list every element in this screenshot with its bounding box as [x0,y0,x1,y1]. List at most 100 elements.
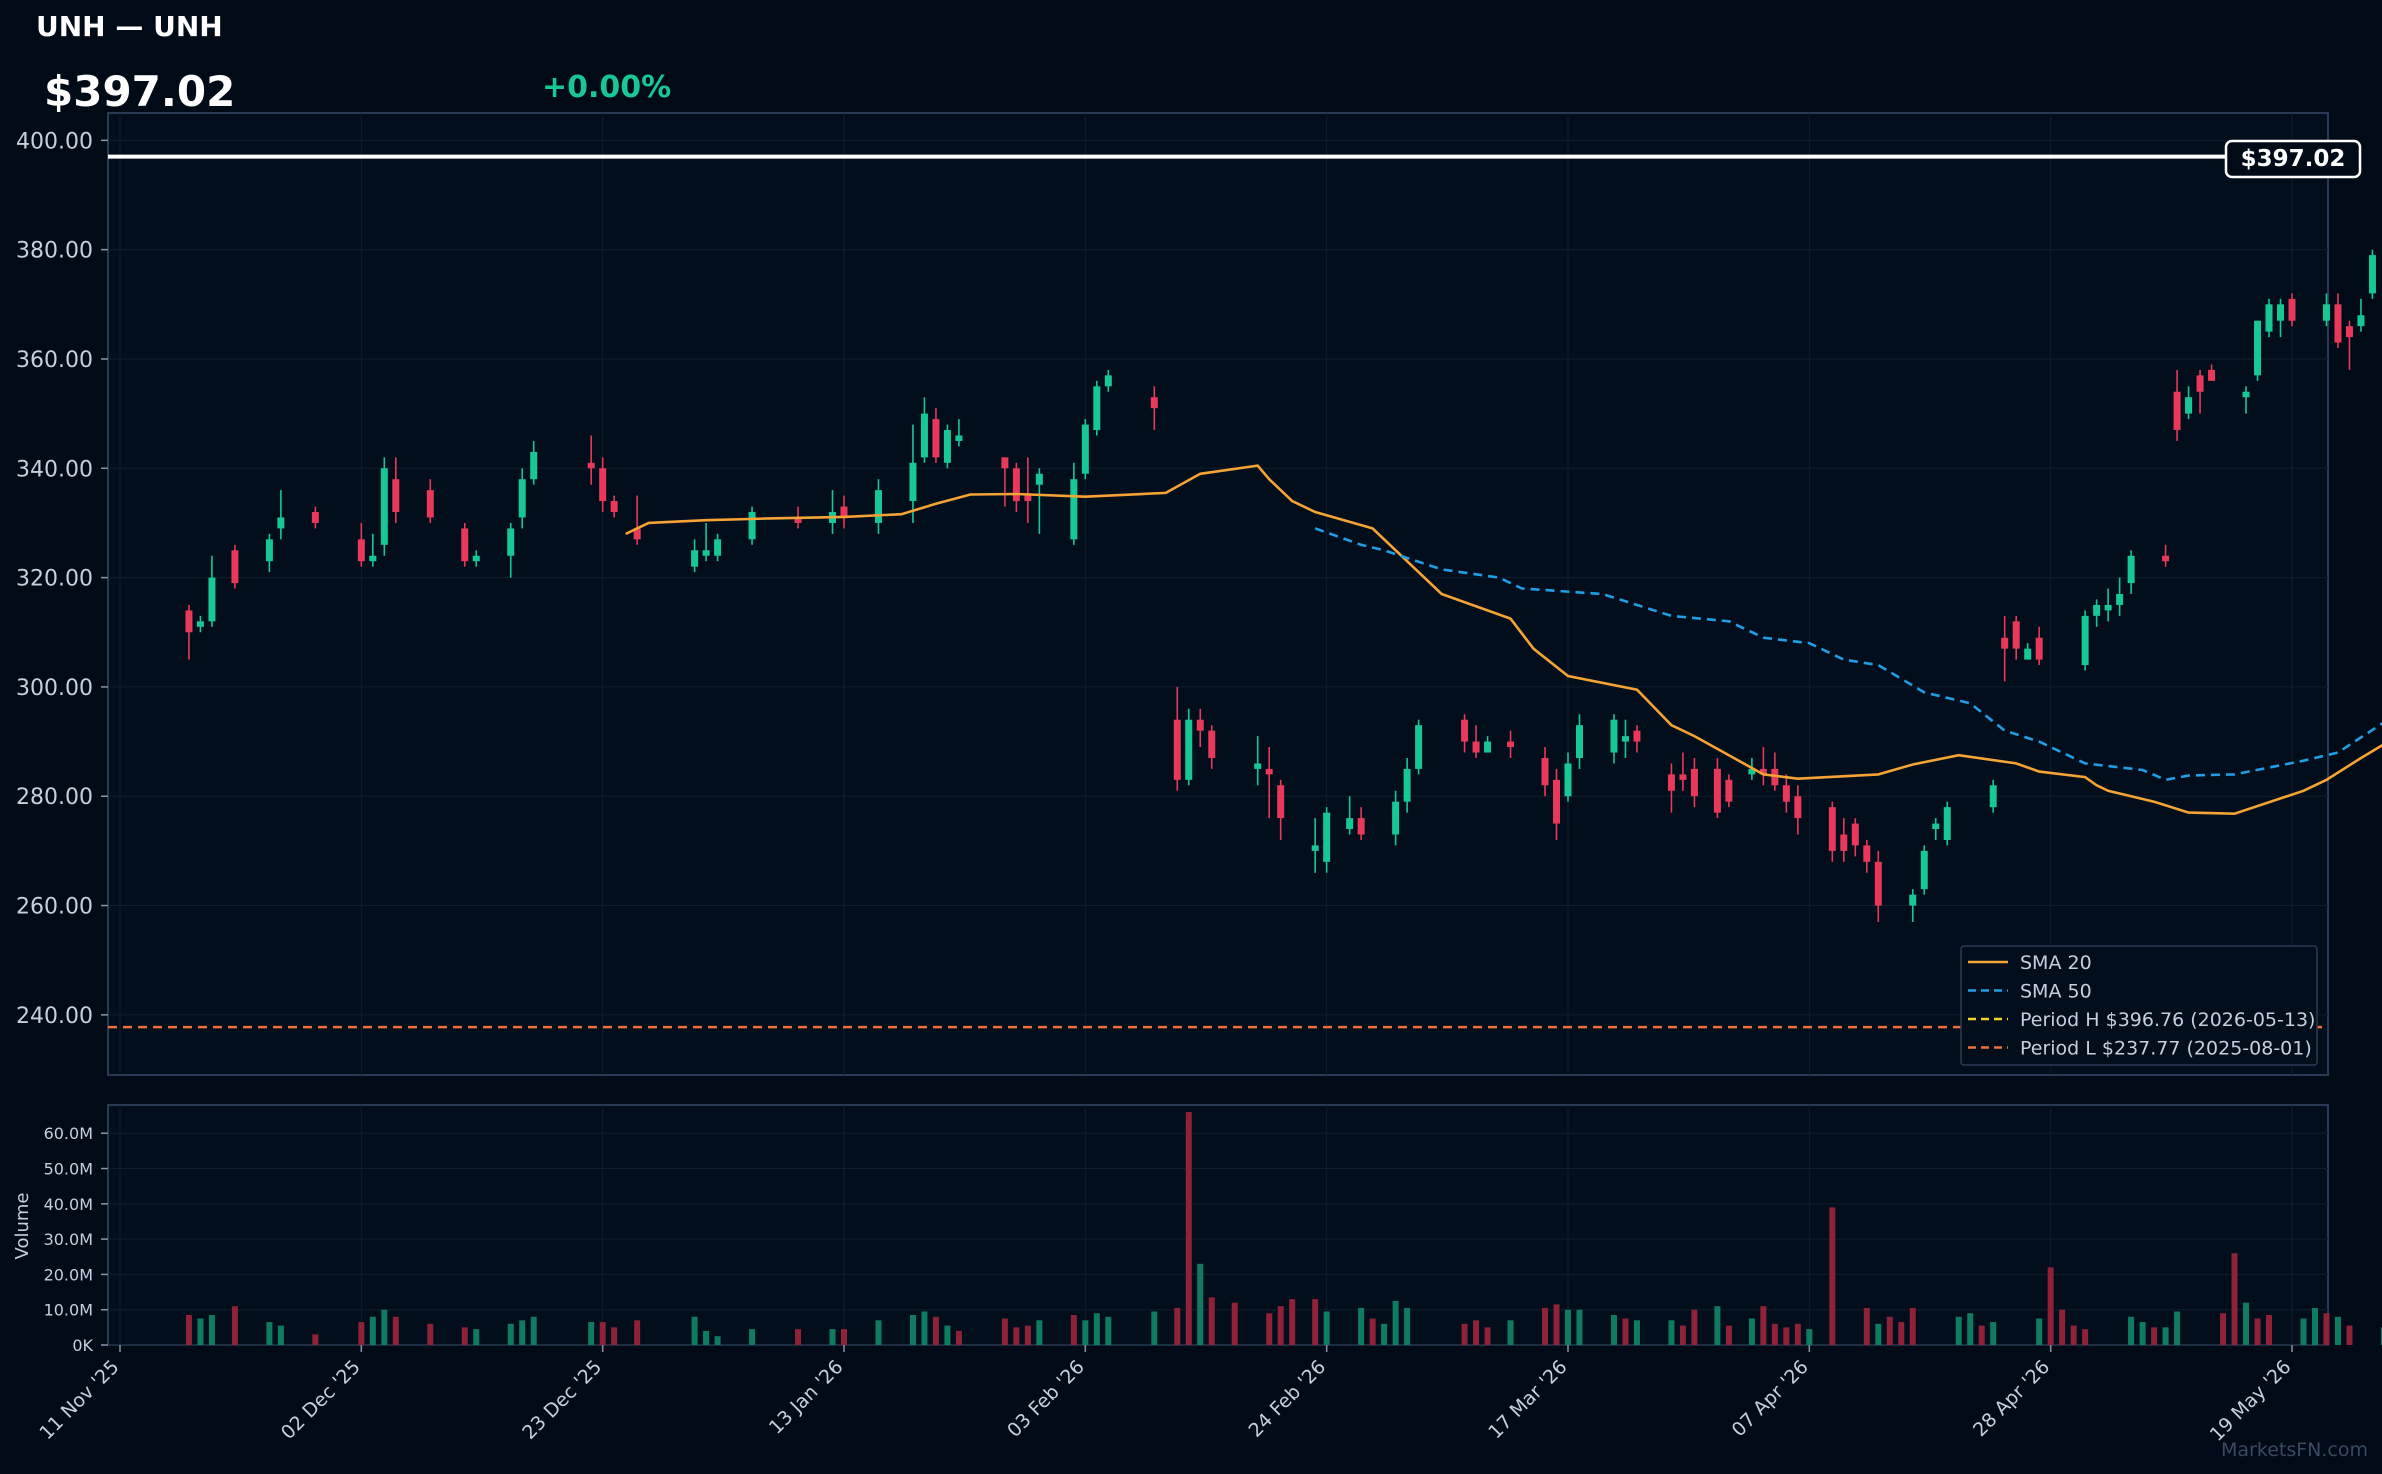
sma20-line [625,464,2382,816]
candle [1541,747,1549,797]
price-tag: $397.02 [2224,139,2362,179]
candle [1690,757,1698,808]
candle-body [610,501,618,513]
price-tag-label: $397.02 [2241,146,2346,172]
candle-body [1415,725,1423,769]
candle-body [1254,763,1262,769]
volume-bar [1875,1323,1882,1345]
candle-body [2162,555,2170,562]
volume-bar [1679,1325,1686,1345]
volume-bar [530,1316,537,1345]
candle-body [1553,779,1561,824]
candle-body [380,468,388,545]
candle-body [1081,424,1089,474]
candle [1507,730,1515,758]
volume-bar [1633,1320,1640,1345]
candle-body [208,577,216,622]
candle-body [932,419,940,458]
candle-body [2357,315,2365,327]
candle [2012,615,2020,660]
candle-body [1541,757,1549,786]
volume-bar [1231,1302,1238,1345]
volume-bar [1185,1112,1192,1345]
candle-body [2173,391,2181,431]
volume-bar [795,1329,802,1345]
candle-body [1346,818,1354,830]
candle-body [1311,845,1319,851]
price-tick-label: 320.00 [16,567,93,592]
volume-bar [1507,1320,1514,1345]
candle-body [2277,304,2285,321]
candle [633,495,641,545]
volume-bar [1794,1323,1801,1345]
volume-bar [1829,1207,1836,1345]
candle-body [599,468,607,502]
volume-bar [1036,1320,1043,1345]
candle-body [1782,785,1790,802]
volume-bar [1565,1309,1571,1345]
price-tag-box [2224,139,2362,179]
candle-body [1794,796,1802,819]
candle-body [1035,473,1043,485]
candle [1150,386,1158,431]
volume-bar [1289,1299,1296,1345]
volume-bar [461,1327,468,1345]
volume-bar [2070,1325,2077,1345]
candle-body [2288,298,2296,321]
volume-bar [2082,1329,2089,1345]
volume-tick-label: 40.0M [44,1195,93,1214]
candle [1357,807,1365,840]
volume-bar [714,1336,721,1345]
candle [1679,752,1687,791]
candle [599,457,607,513]
volume-bar [634,1320,641,1345]
candle-body [1840,834,1848,851]
volume-bar [1668,1320,1675,1345]
candle [1667,763,1675,813]
candle-body [714,539,722,556]
candle [357,522,365,567]
candle [2242,386,2250,414]
candle-body [2345,326,2353,338]
candle [369,533,377,567]
candle [1863,839,1871,873]
volume-bar [1381,1323,1388,1345]
candle [2173,369,2181,441]
candle-body [2093,604,2101,616]
candle-body [702,550,710,556]
candle-body [1208,730,1216,758]
candle-body [1277,785,1285,819]
volume-bar [2231,1253,2238,1345]
candle [1759,747,1767,786]
candle [507,522,515,578]
volume-bar [507,1323,514,1345]
candle [2368,249,2376,299]
candle [2081,610,2089,671]
candle [610,495,618,518]
candle [1575,714,1583,769]
price-tick-label: 400.00 [16,129,93,154]
volume-bar [2128,1316,2135,1345]
volume-bar [599,1322,606,1345]
volume-bar [1955,1316,1962,1345]
candle-body [2001,637,2009,649]
volume-bar [1404,1307,1411,1345]
candle-body [1357,818,1365,835]
candle [714,533,722,562]
candle-body [1725,779,1733,802]
volume-bar [1001,1318,1008,1345]
candle [1484,736,1492,753]
candle-body [909,462,917,502]
candle-body [1943,807,1951,840]
candle [1346,796,1354,835]
volume-bar [519,1320,526,1345]
candle [2162,544,2170,567]
candle-body [955,435,963,441]
candle [874,479,882,534]
candle [1277,779,1285,840]
legend-label: Period L $237.77 (2025-08-01) [2020,1038,2312,1060]
current-price: $397.02 [44,67,235,116]
candle [909,424,917,523]
volume-bar [2047,1267,2054,1345]
